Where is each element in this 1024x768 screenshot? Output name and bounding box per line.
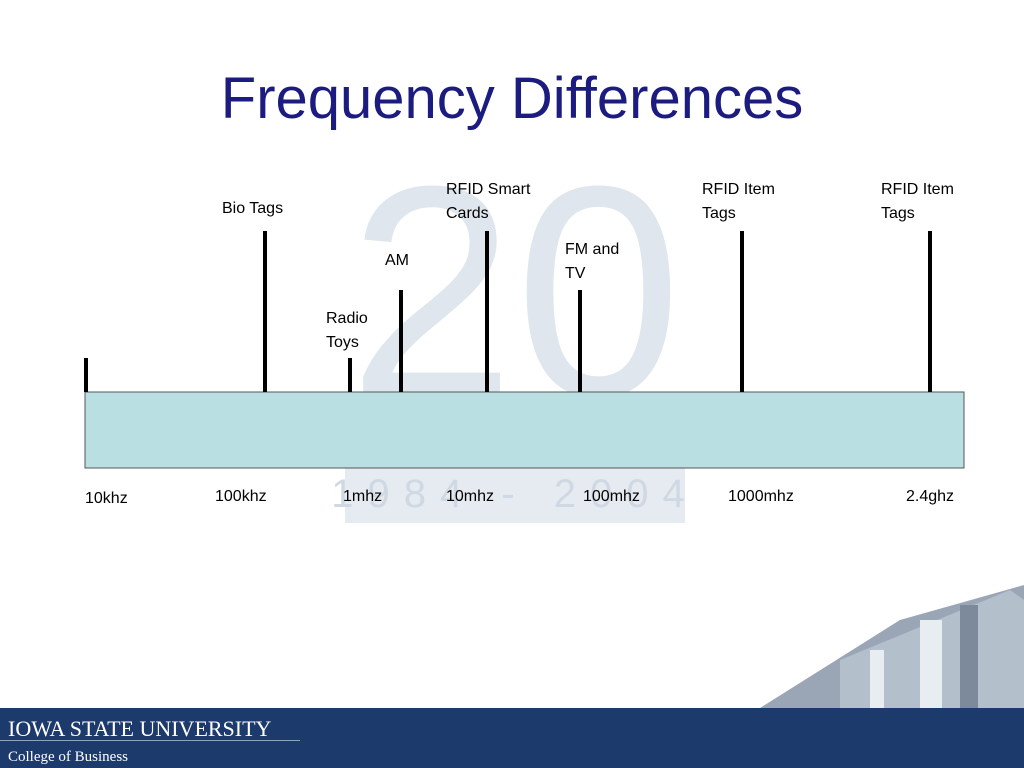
marker-label: TV bbox=[565, 265, 586, 282]
scale-label: 1mhz bbox=[343, 488, 382, 505]
marker-label: Toys bbox=[326, 334, 359, 351]
college-name: College of Business bbox=[8, 749, 128, 765]
scale-label: 2.4ghz bbox=[906, 488, 954, 505]
watermark-band bbox=[345, 465, 685, 523]
marker-label: RFID Smart bbox=[446, 181, 531, 198]
scale-label: 1000mhz bbox=[728, 488, 794, 505]
building-graphic bbox=[760, 585, 1024, 708]
scale-label: 100mhz bbox=[583, 488, 640, 505]
marker-label: Tags bbox=[702, 205, 736, 222]
scale-label: 100khz bbox=[215, 488, 267, 505]
markers: Bio Tags Radio Toys AM RFID Smart Cards FM and… bbox=[222, 181, 954, 392]
marker-label: Radio bbox=[326, 310, 368, 327]
marker-label: RFID Item bbox=[702, 181, 775, 198]
footer-rule bbox=[0, 740, 300, 741]
scale-labels: 10khz 100khz 1mhz 10mhz 100mhz 1000mhz 2.4ghz bbox=[85, 488, 954, 507]
scale-label: 10mhz bbox=[446, 488, 494, 505]
marker-label: AM bbox=[385, 252, 409, 269]
watermark-years: 1984 - 2004 bbox=[331, 472, 699, 516]
marker-label: Bio Tags bbox=[222, 200, 283, 217]
marker-label: Cards bbox=[446, 205, 489, 222]
scale-label: 10khz bbox=[85, 490, 128, 507]
frequency-band bbox=[84, 391, 965, 469]
university-name: IOWA STATE UNIVERSITY bbox=[8, 716, 272, 741]
slide-title: Frequency Differences bbox=[221, 66, 803, 131]
footer-band bbox=[0, 708, 1024, 768]
marker-label: FM and bbox=[565, 241, 619, 258]
marker-label: RFID Item bbox=[881, 181, 954, 198]
marker-label: Tags bbox=[881, 205, 915, 222]
